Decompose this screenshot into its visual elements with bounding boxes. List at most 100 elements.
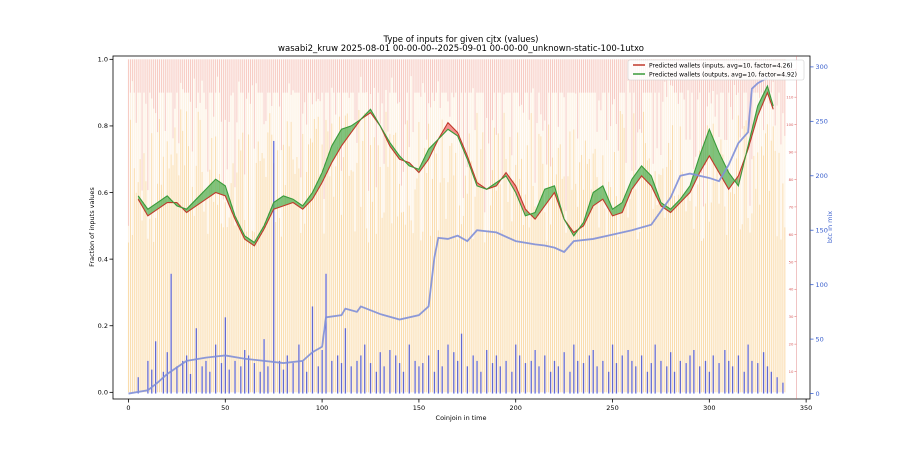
btc-spike-bar (770, 371, 772, 394)
composition-bar-pink (395, 59, 397, 93)
composition-bar-pink (308, 59, 310, 93)
composition-bar-pink (550, 59, 552, 167)
composition-bar-orange (520, 158, 523, 393)
composition-bar-orange (766, 124, 768, 393)
composition-bar-orange (288, 146, 290, 393)
composition-bar-orange (217, 204, 219, 393)
composition-bar-orange (635, 189, 637, 393)
composition-bar-orange (189, 204, 191, 393)
composition-bar-pink (354, 59, 356, 121)
composition-bar-pink (278, 59, 281, 107)
composition-bar-orange (346, 113, 348, 393)
composition-bar-orange (338, 116, 341, 393)
btc-spike-bar (743, 371, 745, 394)
composition-bar-orange (426, 172, 428, 393)
composition-bar-orange (600, 195, 602, 393)
composition-bar-cream (176, 59, 178, 154)
composition-bar-cream (720, 59, 722, 140)
x-tick-label: 50 (221, 404, 229, 412)
fill-between-segment (622, 179, 632, 213)
composition-bar-orange (604, 208, 606, 393)
composition-bar-pink (555, 59, 557, 93)
composition-bar-orange (232, 163, 234, 393)
composition-bar-orange (677, 194, 679, 393)
btc-spike-bar (176, 366, 178, 394)
composition-bar-pink (486, 59, 488, 118)
composition-bar-pink (544, 59, 546, 121)
composition-bar-pink (178, 59, 180, 144)
composition-bar-cream (646, 59, 648, 161)
composition-bar-cream (414, 59, 416, 190)
btc-spike-bar (712, 355, 714, 394)
composition-bar-pink (484, 59, 486, 213)
legend-box (627, 59, 805, 81)
btc-spike-bar (530, 360, 532, 394)
btc-spike-bar (185, 355, 188, 394)
composition-bar-orange (451, 143, 453, 393)
composition-bar-pink (240, 59, 242, 93)
series-line-btc-in-mix (128, 76, 768, 395)
composition-bar-orange (733, 193, 736, 393)
composition-bar-pink (209, 59, 211, 93)
fill-between-segment (631, 165, 642, 190)
composition-bar-orange (435, 153, 437, 393)
composition-bar-orange (447, 182, 449, 393)
composition-bar-cream (203, 59, 205, 212)
composition-bar-orange (745, 120, 747, 393)
composition-bar-orange (400, 212, 403, 393)
composition-bar-cream (588, 59, 590, 159)
composition-bar-orange (606, 234, 608, 393)
composition-bar-orange (337, 146, 339, 393)
composition-bar-pink (412, 59, 414, 133)
composition-bar-pink (451, 59, 453, 93)
composition-bar-pink (234, 59, 236, 188)
btc-spike-bar (557, 366, 560, 394)
btc-spike-bar (596, 366, 598, 394)
composition-bar-orange (197, 111, 199, 393)
composition-bar-cream (517, 59, 519, 133)
composition-bar-orange (693, 228, 695, 393)
composition-bar-cream (350, 59, 352, 171)
composition-bar-cream (246, 59, 248, 232)
fill-between-segment (341, 125, 352, 146)
composition-bar-orange (757, 152, 759, 393)
composition-bar-orange (302, 133, 304, 393)
composition-bar-pink (631, 59, 633, 171)
composition-bar-pink (220, 59, 222, 122)
fill-between-segment (641, 165, 652, 186)
composition-bar-orange (220, 223, 222, 393)
btc-spike-bar (685, 363, 687, 394)
btc-spike-bar (460, 333, 463, 394)
composition-bar-pink (704, 59, 706, 166)
btc-spike-bar (573, 344, 575, 394)
composition-bar-cream (561, 59, 563, 179)
composition-bar-pink (689, 59, 691, 140)
btc-spike-bar (447, 344, 449, 394)
composition-bar-pink (186, 59, 188, 93)
composition-bar-cream (768, 59, 770, 191)
x-tick-label: 150 (413, 404, 425, 412)
composition-bar-orange (704, 203, 706, 393)
btc-spike-bar (505, 360, 507, 394)
fill-between-segment (196, 189, 206, 206)
composition-bar-orange (491, 170, 494, 393)
composition-bar-orange (652, 208, 654, 393)
composition-bar-pink (522, 59, 524, 113)
composition-bar-cream (524, 59, 526, 195)
y-tick-label: 0.6 (98, 189, 108, 197)
composition-bar-orange (737, 115, 739, 393)
composition-bar-orange (431, 178, 433, 393)
btc-spike-bar (631, 360, 633, 394)
composition-bar-pink (304, 59, 306, 103)
right-axis-label: btc in mix (826, 211, 834, 243)
composition-bar-orange (294, 173, 296, 393)
composition-bar-pink (247, 59, 250, 93)
composition-bar-pink (581, 59, 583, 93)
btc-spike-bar (670, 352, 672, 394)
composition-bar-pink (338, 59, 341, 93)
btc-spike-bar (182, 360, 184, 394)
composition-bar-pink (424, 59, 426, 93)
composition-bar-cream (488, 59, 490, 230)
composition-bar-pink (519, 59, 521, 107)
